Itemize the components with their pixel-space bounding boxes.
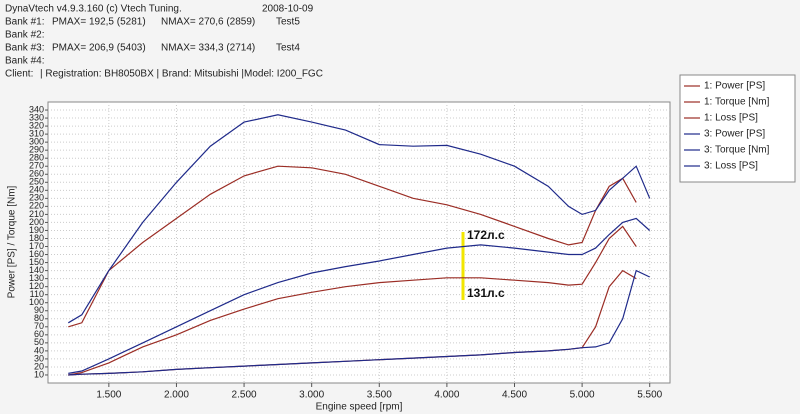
y-tick-label: 210 bbox=[29, 209, 44, 219]
bank-test: Test4 bbox=[276, 43, 300, 54]
client: Client: bbox=[5, 69, 33, 80]
y-tick-label: 280 bbox=[29, 153, 44, 163]
y-tick-label: 230 bbox=[29, 193, 44, 203]
y-tick-label: 150 bbox=[29, 257, 44, 267]
y-tick-label: 100 bbox=[29, 297, 44, 307]
y-tick-label: 170 bbox=[29, 241, 44, 251]
y-tick-label: 160 bbox=[29, 249, 44, 259]
x-tick-label: 1.500 bbox=[96, 390, 121, 401]
bank-pmax: PMAX= 206,9 (5403) bbox=[52, 43, 146, 54]
y-tick-label: 30 bbox=[34, 353, 44, 363]
x-tick-label: 5.000 bbox=[570, 390, 595, 401]
legend-label: 3: Power [PS] bbox=[704, 129, 765, 140]
y-tick-label: 260 bbox=[29, 169, 44, 179]
legend-label: 1: Torque [Nm] bbox=[704, 97, 770, 108]
y-tick-label: 70 bbox=[34, 321, 44, 331]
y-tick-label: 140 bbox=[29, 265, 44, 275]
legend bbox=[679, 74, 796, 183]
y-tick-label: 250 bbox=[29, 177, 44, 187]
y-tick-label: 340 bbox=[29, 104, 44, 114]
bank-nmax: NMAX= 334,3 (2714) bbox=[161, 43, 255, 54]
x-tick-label: 3.000 bbox=[299, 390, 324, 401]
registration: | Registration: BH8050BX | Brand: Mitsub… bbox=[40, 69, 323, 80]
y-tick-label: 110 bbox=[30, 289, 44, 299]
x-axis-label: Engine speed [rpm] bbox=[316, 402, 403, 413]
software: DynaVtech v4.9.3.160 (c) Vtech Tuning. bbox=[5, 4, 182, 15]
x-tick-label: 5.500 bbox=[637, 390, 662, 401]
y-tick-label: 270 bbox=[29, 161, 44, 171]
y-tick-label: 240 bbox=[29, 185, 44, 195]
y-tick-label: 220 bbox=[29, 201, 44, 211]
x-tick-label: 2.000 bbox=[164, 390, 189, 401]
bank-label: Bank #4: bbox=[5, 56, 44, 67]
bank-test: Test5 bbox=[276, 17, 300, 28]
y-tick-label: 10 bbox=[34, 369, 44, 379]
bank-label: Bank #1: bbox=[5, 17, 44, 28]
y-tick-label: 20 bbox=[34, 361, 44, 371]
bank-nmax: NMAX= 270,6 (2859) bbox=[161, 17, 255, 28]
y-tick-label: 130 bbox=[29, 273, 44, 283]
y-tick-label: 310 bbox=[29, 128, 44, 138]
x-tick-label: 2.500 bbox=[232, 390, 257, 401]
series-line bbox=[68, 217, 651, 374]
y-tick-label: 180 bbox=[29, 233, 44, 243]
bank-label: Bank #3: bbox=[5, 43, 44, 54]
annotation: 172л.с bbox=[467, 228, 505, 242]
y-tick-label: 50 bbox=[34, 337, 44, 347]
y-axis-label: Power [PS] / Torque [Nm] bbox=[7, 185, 18, 298]
series-line bbox=[68, 269, 650, 376]
x-tick-label: 4.500 bbox=[502, 390, 527, 401]
y-tick-label: 200 bbox=[29, 217, 44, 227]
y-tick-label: 190 bbox=[29, 225, 44, 235]
series-line bbox=[68, 165, 637, 328]
plot-area bbox=[47, 101, 671, 384]
series-line bbox=[68, 225, 637, 376]
y-tick-label: 90 bbox=[34, 305, 44, 315]
legend-label: 3: Loss [PS] bbox=[704, 161, 758, 172]
y-tick-label: 320 bbox=[29, 120, 44, 130]
y-tick-label: 300 bbox=[29, 137, 44, 147]
y-tick-label: 40 bbox=[34, 345, 44, 355]
date: 2008-10-09 bbox=[262, 4, 314, 15]
series-line bbox=[67, 114, 651, 324]
y-tick-label: 290 bbox=[29, 145, 44, 155]
legend-label: 1: Power [PS] bbox=[704, 81, 765, 92]
legend-label: 3: Torque [Nm] bbox=[704, 145, 770, 156]
bank-pmax: PMAX= 192,5 (5281) bbox=[52, 17, 146, 28]
x-tick-label: 3.500 bbox=[367, 390, 392, 401]
y-tick-label: 120 bbox=[29, 281, 44, 291]
legend-label: 1: Loss [PS] bbox=[704, 113, 758, 124]
annotation: 131л.с bbox=[467, 286, 505, 300]
bank-label: Bank #2: bbox=[5, 30, 44, 41]
y-tick-label: 80 bbox=[34, 313, 44, 323]
y-tick-label: 330 bbox=[29, 112, 44, 122]
y-tick-label: 60 bbox=[34, 329, 44, 339]
x-tick-label: 4.000 bbox=[434, 390, 459, 401]
